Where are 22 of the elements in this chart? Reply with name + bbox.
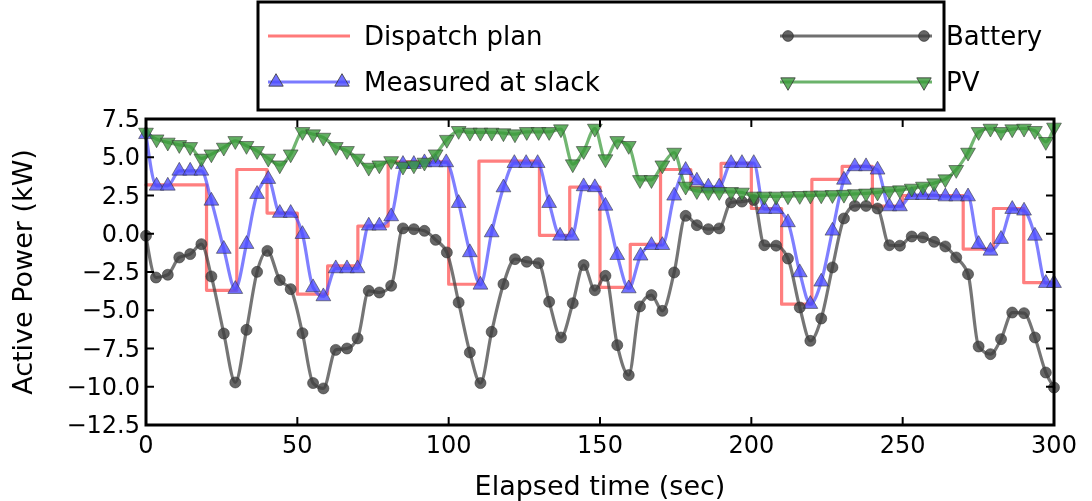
legend-label: PV bbox=[946, 67, 980, 97]
x-tick-label: 250 bbox=[879, 431, 926, 459]
y-tick-label: −2.5 bbox=[81, 258, 140, 286]
y-tick-label: −7.5 bbox=[81, 334, 140, 363]
y-tick-label: 0.0 bbox=[101, 219, 140, 248]
x-tick-label: 50 bbox=[282, 431, 313, 459]
y-tick-label: 5.0 bbox=[101, 143, 140, 172]
y-tick-label: −5.0 bbox=[81, 296, 140, 325]
x-tick-label: 100 bbox=[425, 431, 472, 459]
y-axis-title: Active Power (kW) bbox=[7, 149, 38, 395]
x-tick-label: 300 bbox=[1031, 431, 1077, 459]
x-tick-label: 0 bbox=[138, 431, 154, 459]
legend-label: Measured at slack bbox=[364, 67, 600, 97]
legend-label: Battery bbox=[946, 21, 1043, 51]
x-tick-label: 200 bbox=[728, 431, 775, 459]
x-tick-label: 150 bbox=[577, 431, 623, 459]
y-tick-label: −12.5 bbox=[66, 411, 140, 439]
y-tick-label: 2.5 bbox=[101, 181, 140, 210]
legend-label: Dispatch plan bbox=[364, 21, 543, 51]
y-tick-label: 7.5 bbox=[101, 105, 140, 133]
y-tick-label: −10.0 bbox=[66, 372, 140, 401]
x-axis-title: Elapsed time (sec) bbox=[474, 470, 726, 501]
